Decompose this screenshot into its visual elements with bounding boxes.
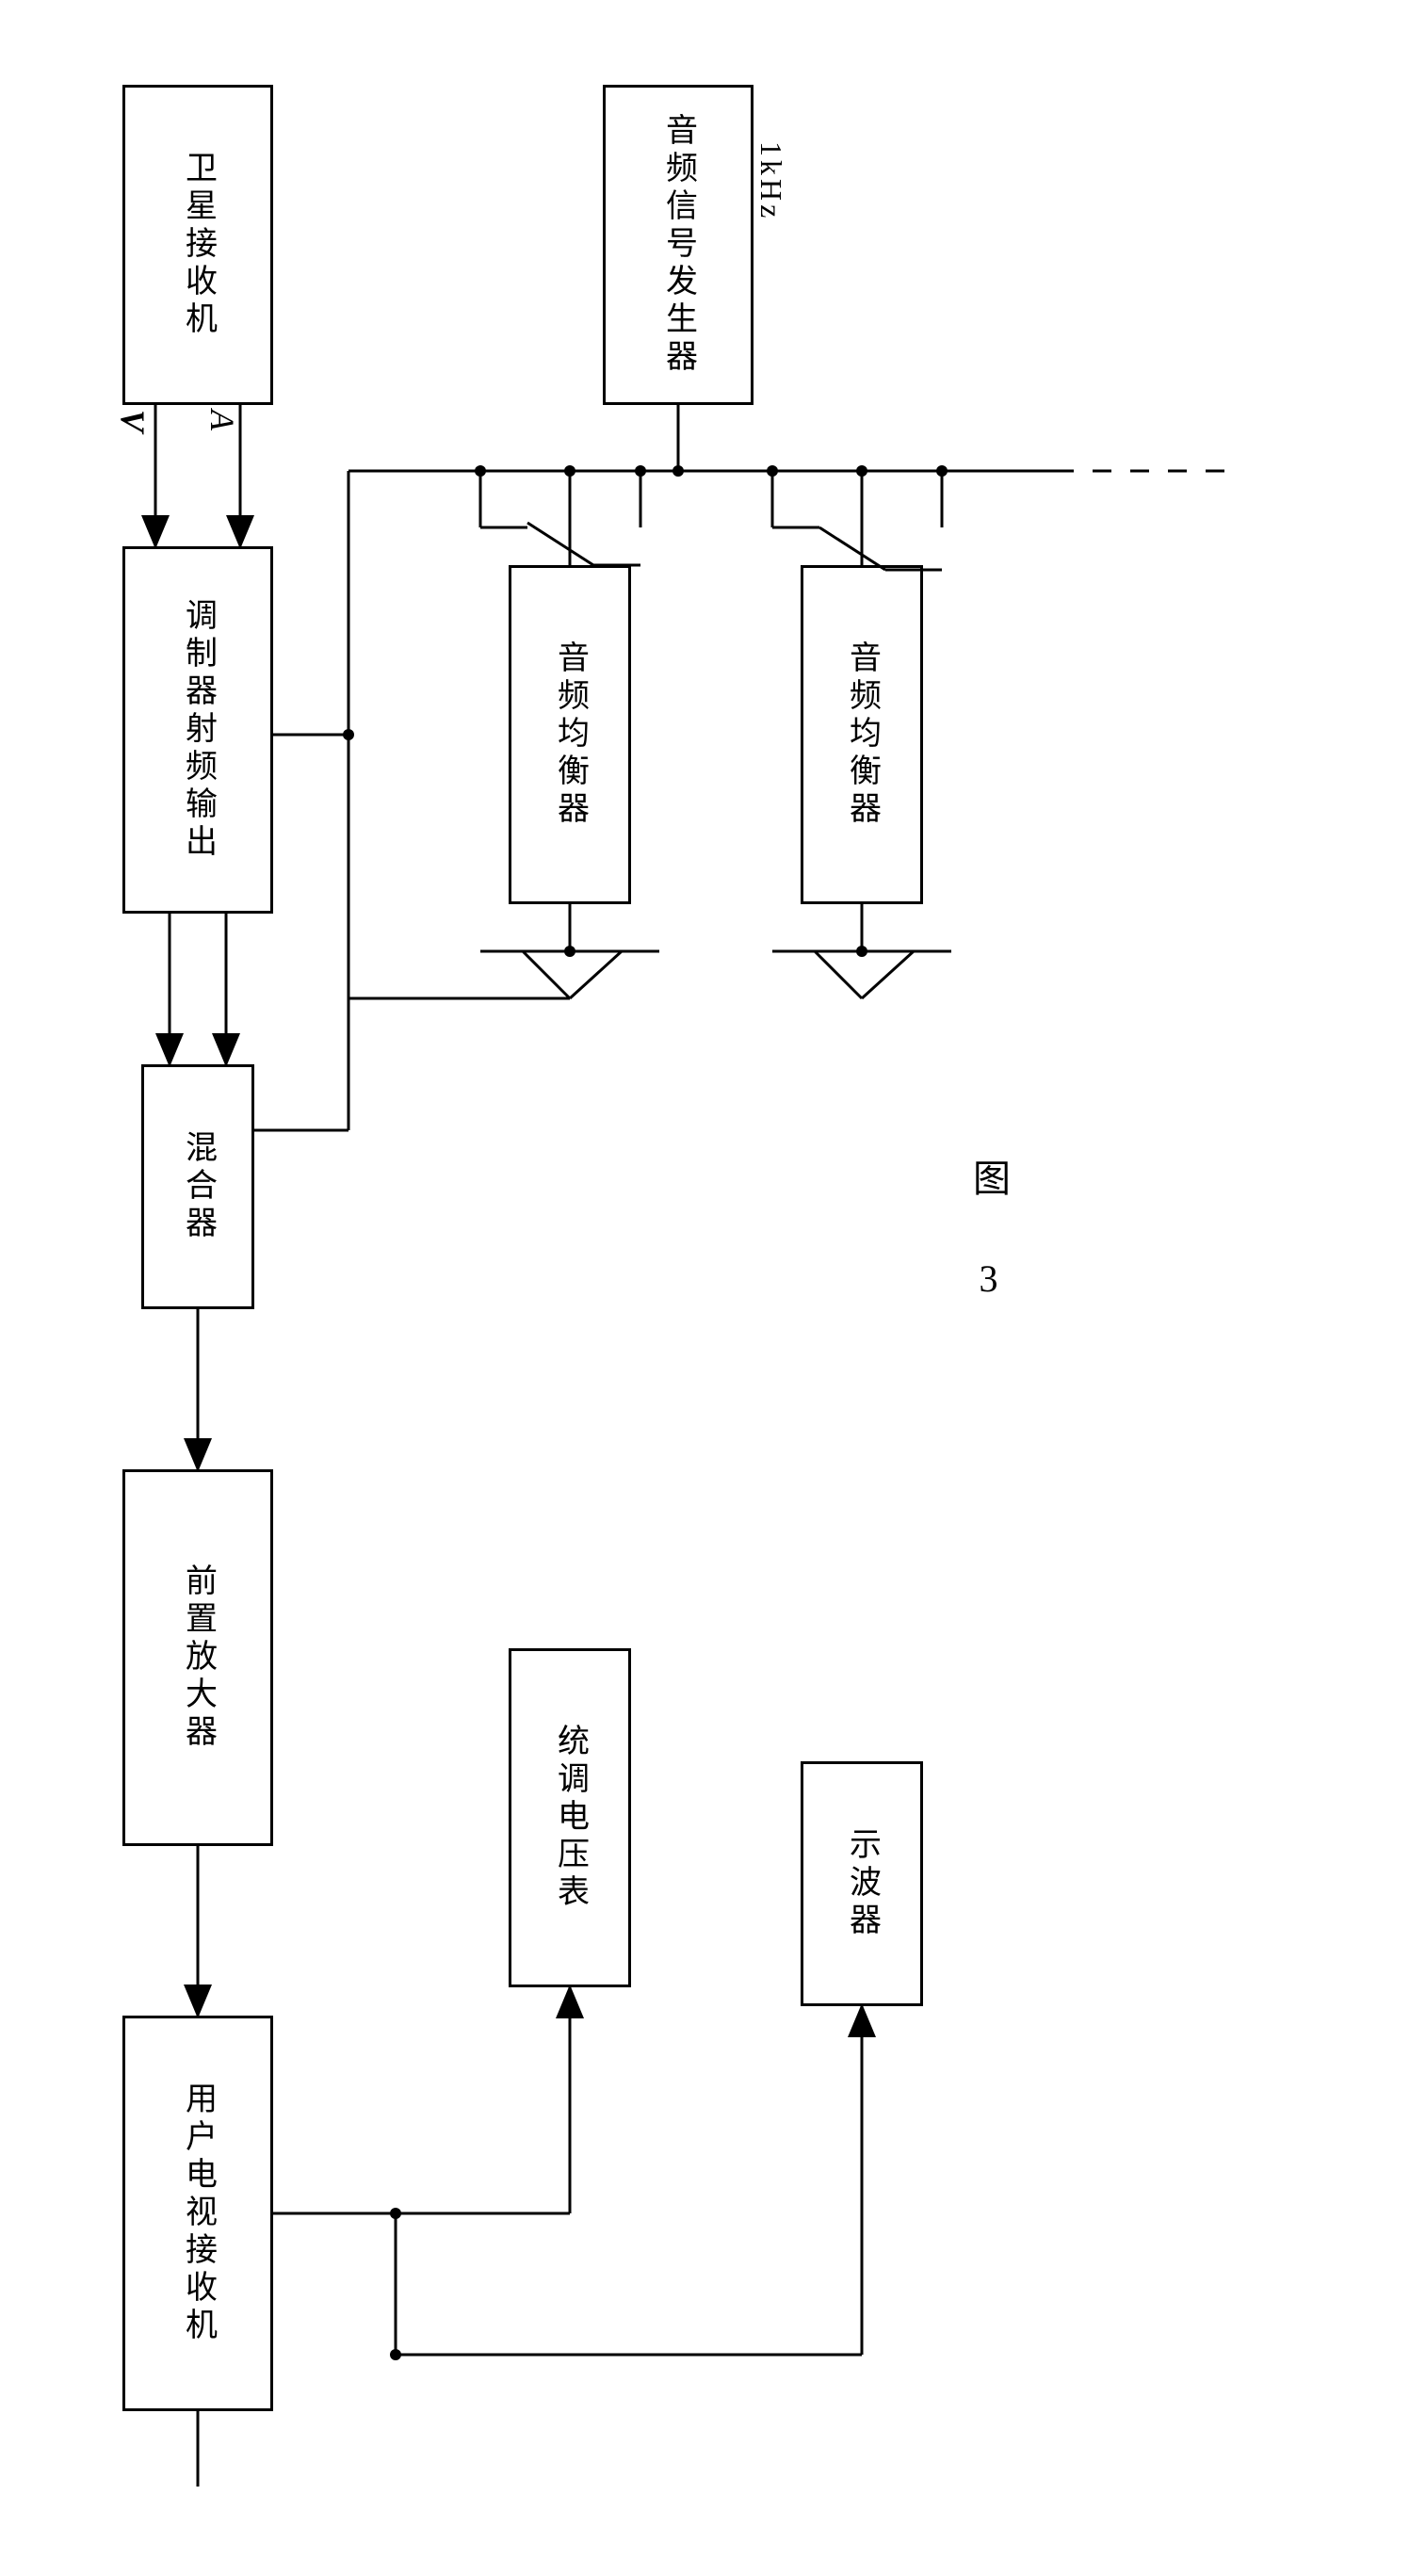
marker-freq: 1kHz [754, 141, 788, 221]
box-mixer: 混合器 [141, 1064, 254, 1309]
marker-V: V [113, 410, 153, 436]
box-preamp: 前置放大器 [122, 1469, 273, 1846]
box-eq1: 音频均衡器 [509, 565, 631, 904]
box-user-tv: 用户电视接收机 [122, 2016, 273, 2411]
box-audio-gen: 音频信号发生器 [603, 85, 754, 405]
box-scope: 示波器 [801, 1761, 923, 2006]
marker-A: A [203, 410, 242, 434]
figure-label: 图 3 [961, 1158, 1015, 1309]
box-eq2: 音频均衡器 [801, 565, 923, 904]
box-sat-rx: 卫星接收机 [122, 85, 273, 405]
box-modulator: 调制器射频输出 [122, 546, 273, 914]
box-voltmeter: 统调电压表 [509, 1648, 631, 1987]
